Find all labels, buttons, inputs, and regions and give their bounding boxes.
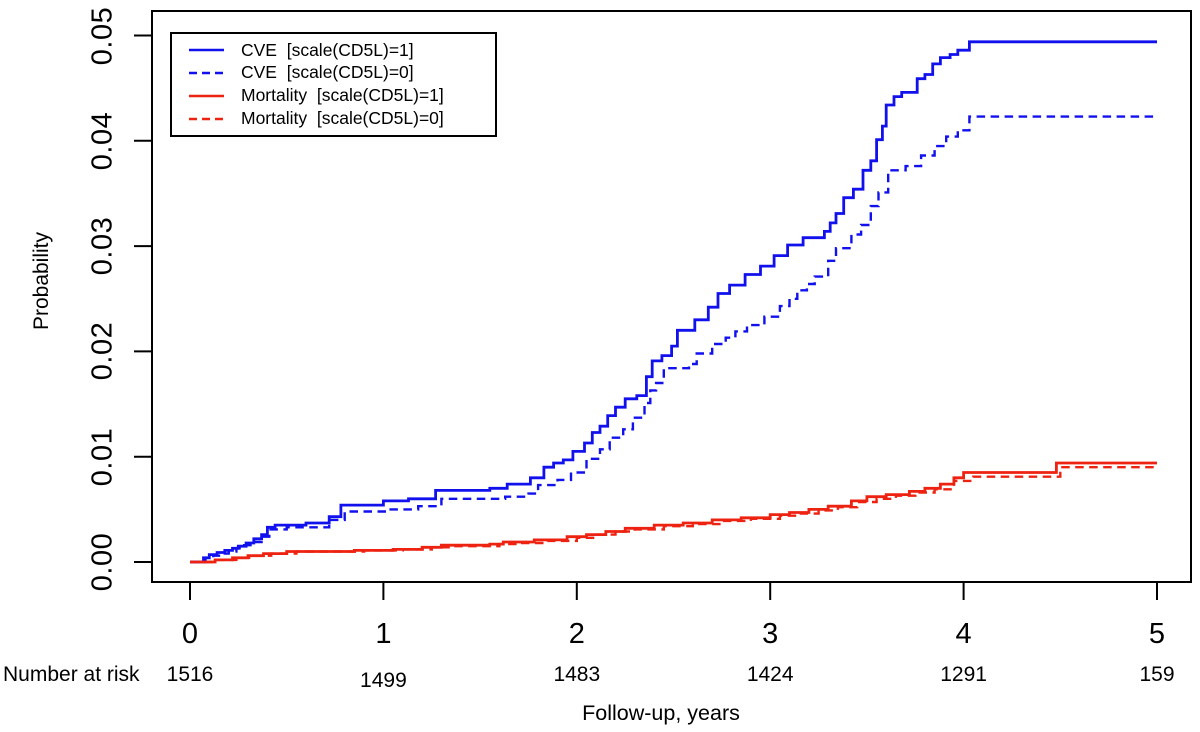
y-tick-label-0.00: 0.00 [86,532,119,592]
legend-item-mortality_cd5l_1: Mortality [scale(CD5L)=1] [172,86,495,106]
legend-label: CVE [scale(CD5L)=1] [241,39,414,60]
y-tick-label-0.02: 0.02 [86,322,119,381]
legend-line-sample-solid [189,94,224,98]
number-at-risk-value-3: 1424 [746,663,794,686]
x-tick-label-4: 4 [955,618,972,650]
x-tick-label-0: 0 [181,618,199,650]
number-at-risk-value-0: 1516 [166,663,214,686]
y-tick-label-0.04: 0.04 [86,111,119,171]
x-tick-label-2: 2 [568,618,585,650]
number-at-risk-value-2: 1483 [553,663,601,686]
legend-label: Mortality [scale(CD5L)=0] [241,107,444,128]
number-at-risk-value-1: 1499 [360,669,407,692]
curve-cve_cd5l_0 [190,115,1157,564]
x-tick-label-1: 1 [375,618,392,650]
legend-line-sample-dashed [189,71,224,75]
y-tick-label-0.01: 0.01 [86,427,119,486]
y-tick-label-0.03: 0.03 [86,216,119,276]
x-axis-title: Follow-up, years [582,701,740,725]
legend-item-mortality_cd5l_0: Mortality [scale(CD5L)=0] [172,109,495,129]
curve-cve_cd5l_1 [190,40,1157,564]
legend-item-cve_cd5l_1: CVE [scale(CD5L)=1] [172,40,495,60]
legend-line-sample-dashed [189,117,224,120]
curve-mortality_cd5l_0 [190,466,1157,564]
y-tick-label-0.05: 0.05 [86,6,119,65]
legend: CVE [scale(CD5L)=1] CVE [scale(CD5L)=0] Mo… [170,32,497,137]
legend-label: Mortality [scale(CD5L)=1] [241,85,444,106]
x-tick-label-5: 5 [1148,618,1166,650]
plot-border [151,10,1192,583]
number-at-risk-label: Number at risk [3,663,140,686]
legend-item-cve_cd5l_0: CVE [scale(CD5L)=0] [172,63,495,83]
legend-label: CVE [scale(CD5L)=0] [241,62,414,83]
curve-mortality_cd5l_1 [190,461,1157,564]
number-at-risk-value-5: 159 [1139,663,1175,686]
legend-line-sample-solid [189,49,224,52]
y-axis-title: Probability [30,231,53,331]
x-tick-label-3: 3 [762,618,779,650]
number-at-risk-value-4: 1291 [940,663,987,686]
